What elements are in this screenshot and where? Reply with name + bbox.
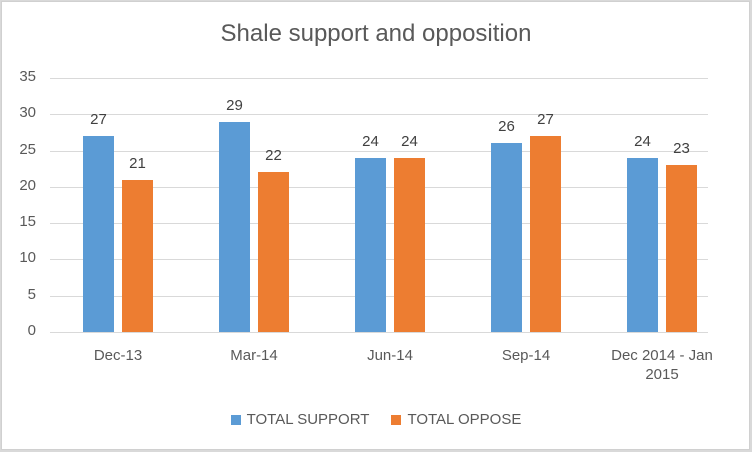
chart-title: Shale support and opposition <box>220 20 532 47</box>
x-tick-label: Dec 2014 - Jan 2015 <box>597 346 727 384</box>
x-tick-label-line: Mar-14 <box>230 347 278 364</box>
x-tick-label-line: Dec-13 <box>93 347 143 364</box>
bar-oppose[interactable] <box>122 179 153 332</box>
x-tick-label: Sep-14 <box>461 346 591 365</box>
data-label: 24 <box>401 132 418 150</box>
y-tick-label: 35 <box>19 68 36 85</box>
data-label: 22 <box>265 147 282 165</box>
gridline <box>50 151 708 152</box>
bar-support[interactable] <box>355 157 386 332</box>
x-tick-label: Jun-14 <box>325 346 455 365</box>
data-label: 23 <box>673 140 690 158</box>
x-tick-label: Dec-13 <box>53 346 183 365</box>
bar-support[interactable] <box>491 143 522 332</box>
bar-oppose[interactable] <box>258 172 289 332</box>
gridline <box>50 78 708 79</box>
bar-support[interactable] <box>219 121 250 332</box>
gridline <box>50 332 708 333</box>
y-tick-label: 20 <box>19 177 36 194</box>
legend: TOTAL SUPPORT TOTAL OPPOSE <box>0 411 752 428</box>
y-tick-label: 5 <box>27 286 36 303</box>
y-tick-label: 30 <box>19 104 36 121</box>
legend-label: TOTAL OPPOSE <box>407 411 522 428</box>
bar-support[interactable] <box>627 157 658 332</box>
data-label: 24 <box>634 132 651 150</box>
y-tick-label: 25 <box>19 141 36 158</box>
x-tick-label-line: Sep-14 <box>501 347 551 364</box>
data-label: 29 <box>226 96 243 114</box>
legend-swatch-icon <box>230 414 241 425</box>
y-tick-label: 0 <box>27 322 36 339</box>
x-tick-label: Mar-14 <box>189 346 319 365</box>
x-tick-label-line: Dec 2014 - Jan <box>611 347 713 364</box>
bar-oppose[interactable] <box>530 136 561 332</box>
data-label: 27 <box>537 111 554 129</box>
bar-oppose[interactable] <box>394 157 425 332</box>
data-label: 26 <box>498 118 515 136</box>
x-tick-label-line: 2015 <box>645 366 679 383</box>
data-label: 24 <box>362 132 379 150</box>
y-tick-label: 10 <box>19 249 36 266</box>
bar-oppose[interactable] <box>666 165 697 332</box>
data-label: 21 <box>129 154 146 172</box>
legend-swatch-icon <box>391 414 402 425</box>
legend-item-support[interactable]: TOTAL SUPPORT <box>230 411 370 428</box>
data-label: 27 <box>90 111 107 129</box>
x-tick-label-line: Jun-14 <box>367 347 413 364</box>
legend-item-oppose[interactable]: TOTAL OPPOSE <box>391 411 521 428</box>
bar-support[interactable] <box>83 136 114 332</box>
gridline <box>50 114 708 115</box>
y-tick-label: 15 <box>19 213 36 230</box>
legend-label: TOTAL SUPPORT <box>246 411 370 428</box>
